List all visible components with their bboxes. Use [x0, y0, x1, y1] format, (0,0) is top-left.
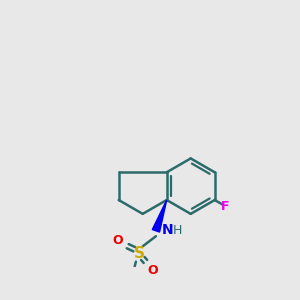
Text: S: S — [134, 246, 145, 261]
Text: O: O — [112, 233, 123, 247]
Text: O: O — [148, 264, 158, 278]
Polygon shape — [152, 200, 167, 232]
Text: F: F — [221, 200, 230, 213]
Text: N: N — [162, 223, 174, 237]
Text: H: H — [173, 224, 182, 236]
